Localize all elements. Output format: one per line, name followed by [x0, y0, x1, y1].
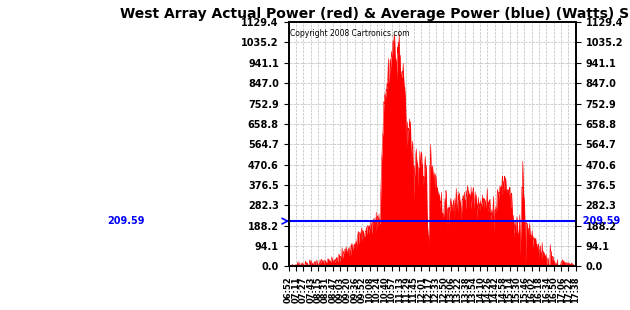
- Text: 209.59: 209.59: [576, 216, 620, 226]
- Text: 209.59: 209.59: [108, 216, 145, 226]
- Title: West Array Actual Power (red) & Average Power (blue) (Watts) Sun Oct 5 17:52: West Array Actual Power (red) & Average …: [120, 7, 630, 21]
- Text: Copyright 2008 Cartronics.com: Copyright 2008 Cartronics.com: [290, 29, 410, 38]
